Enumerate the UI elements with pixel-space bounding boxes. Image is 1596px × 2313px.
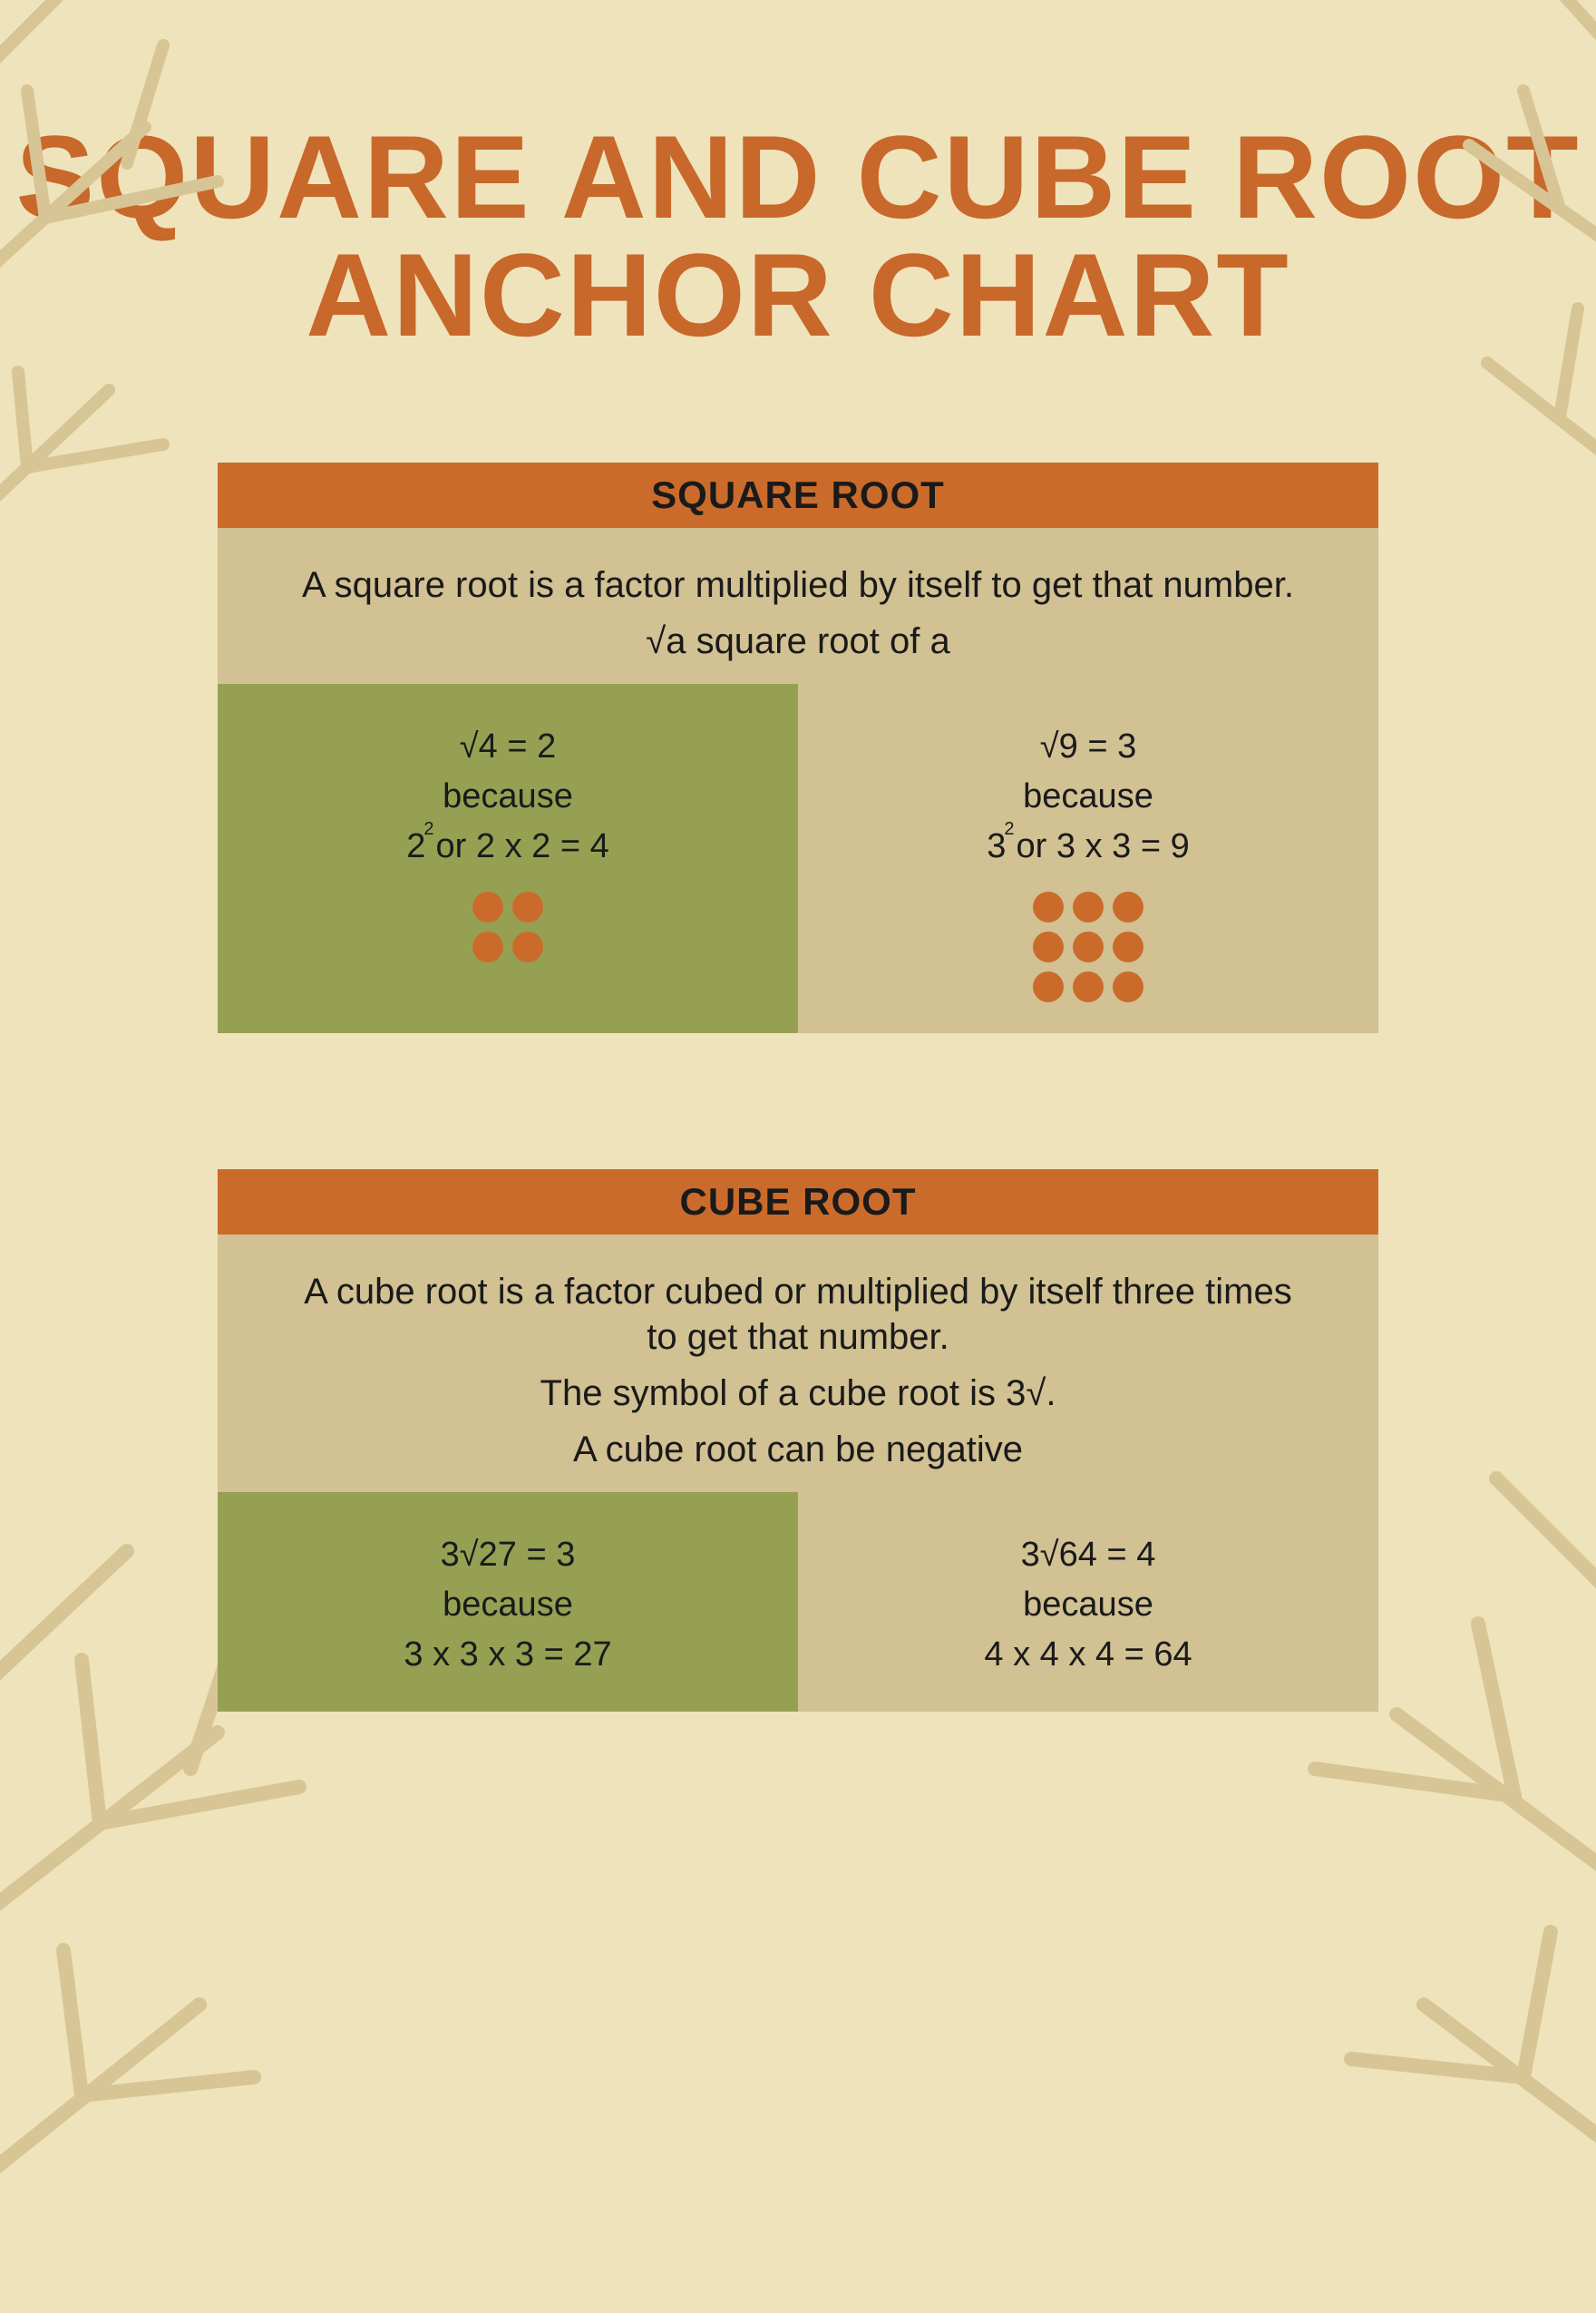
cube-desc-1: A cube root is a factor cubed or multipl…: [299, 1269, 1297, 1360]
cube-root-body: A cube root is a factor cubed or multipl…: [218, 1235, 1378, 1492]
square-root-body: A square root is a factor multiplied by …: [218, 528, 1378, 684]
dot: [1113, 932, 1143, 962]
square-left-dots: [236, 892, 780, 962]
cube-right-line2: because: [816, 1580, 1360, 1630]
dot: [1033, 971, 1064, 1002]
dot: [1113, 971, 1143, 1002]
cube-right-line3: 4 x 4 x 4 = 64: [816, 1630, 1360, 1680]
cube-example-left: 3√27 = 3 because 3 x 3 x 3 = 27: [218, 1492, 798, 1711]
square-root-heading: SQUARE ROOT: [218, 463, 1378, 528]
square-root-section: SQUARE ROOT A square root is a factor mu…: [218, 463, 1378, 1033]
cube-desc-2: The symbol of a cube root is 3√.: [299, 1371, 1297, 1416]
square-right-line1: √9 = 3: [816, 722, 1360, 772]
square-example-left: √4 = 2 because 22or 2 x 2 = 4: [218, 684, 798, 1033]
dot: [1073, 971, 1104, 1002]
square-examples: √4 = 2 because 22or 2 x 2 = 4 √9 = 3 bec…: [218, 684, 1378, 1033]
dot: [1073, 932, 1104, 962]
square-desc-2: √a square root of a: [299, 619, 1297, 664]
square-right-dots: [816, 892, 1360, 1002]
square-desc-1: A square root is a factor multiplied by …: [299, 562, 1297, 608]
square-left-line3: 22or 2 x 2 = 4: [406, 822, 608, 872]
dot: [512, 892, 543, 922]
cube-example-right: 3√64 = 4 because 4 x 4 x 4 = 64: [798, 1492, 1378, 1711]
dot: [1033, 892, 1064, 922]
dot: [1073, 892, 1104, 922]
dot: [472, 892, 503, 922]
dot: [1113, 892, 1143, 922]
square-right-line2: because: [816, 772, 1360, 822]
cube-left-line3: 3 x 3 x 3 = 27: [236, 1630, 780, 1680]
square-example-right: √9 = 3 because 32or 3 x 3 = 9: [798, 684, 1378, 1033]
square-left-line1: √4 = 2: [236, 722, 780, 772]
square-right-line3: 32or 3 x 3 = 9: [987, 822, 1189, 872]
cube-desc-3: A cube root can be negative: [299, 1427, 1297, 1472]
square-left-line2: because: [236, 772, 780, 822]
cube-root-heading: CUBE ROOT: [218, 1169, 1378, 1235]
cube-left-line2: because: [236, 1580, 780, 1630]
dot: [1033, 932, 1064, 962]
cube-left-line1: 3√27 = 3: [236, 1530, 780, 1580]
dot: [512, 932, 543, 962]
cube-right-line1: 3√64 = 4: [816, 1530, 1360, 1580]
cube-examples: 3√27 = 3 because 3 x 3 x 3 = 27 3√64 = 4…: [218, 1492, 1378, 1711]
cube-root-section: CUBE ROOT A cube root is a factor cubed …: [218, 1169, 1378, 1711]
dot: [472, 932, 503, 962]
